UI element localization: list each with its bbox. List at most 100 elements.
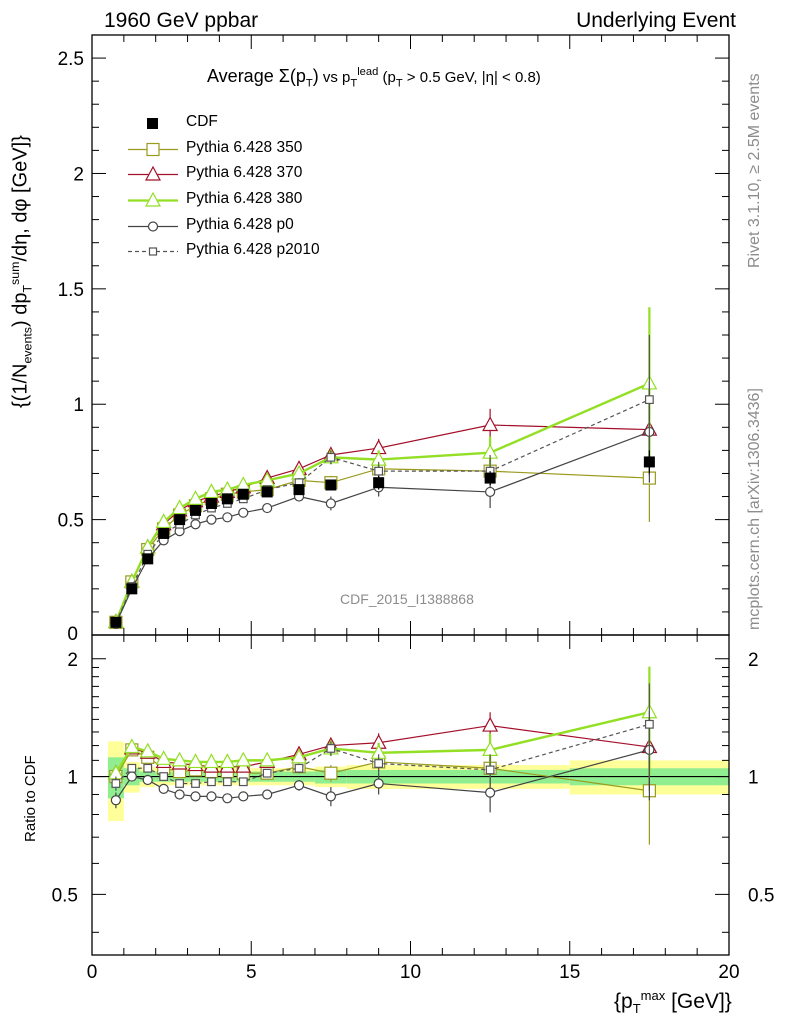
x-tick-label: 15 <box>559 962 580 983</box>
data-point-p0 <box>238 507 249 518</box>
data-point-p0 <box>325 498 336 509</box>
plot-title: Average Σ(pT) vs pTlead (pT > 0.5 GeV, |… <box>207 66 541 90</box>
data-point-p0 <box>110 795 121 806</box>
data-point-p2010 <box>294 763 304 773</box>
data-point-p2010 <box>644 719 654 729</box>
ratio-panel-series <box>107 666 658 845</box>
legend-label: CDF <box>186 113 218 130</box>
header-left: 1960 GeV ppbar <box>104 9 259 32</box>
legend-symbol-p380 <box>128 191 178 207</box>
data-point-cdf <box>293 484 305 496</box>
axis-ticks <box>91 34 730 955</box>
x-tick-label: 0 <box>87 962 98 983</box>
ratio-y-tick-label: 2 <box>67 650 78 671</box>
data-point-p0 <box>293 780 305 791</box>
data-point-p0 <box>206 514 217 525</box>
legend-symbol-p370 <box>128 166 178 181</box>
data-point-p0 <box>262 789 273 800</box>
legend-label: Pythia 6.428 p2010 <box>186 241 320 259</box>
x-tick-label: 20 <box>718 962 739 983</box>
legend-symbol-p2010 <box>128 247 178 257</box>
data-point-p380 <box>187 490 204 505</box>
ratio-y-tick-label-right: 1 <box>748 768 759 789</box>
series-line-p2010 <box>115 399 650 624</box>
ratio-y-tick-label: 1 <box>67 768 78 789</box>
data-point-p0 <box>190 791 201 802</box>
ratio-y-tick-label-right: 2 <box>748 650 759 671</box>
data-point-p2010 <box>262 768 272 778</box>
data-point-p380 <box>203 483 220 499</box>
legend-symbol-cdf <box>147 118 158 129</box>
legend-symbol-p0 <box>128 221 178 232</box>
data-point-p2010 <box>374 466 384 476</box>
data-point-cdf <box>110 616 122 628</box>
data-point-p2010 <box>175 779 184 788</box>
legend-label: Pythia 6.428 p0 <box>186 215 294 233</box>
legend-label: Pythia 6.428 350 <box>186 138 303 156</box>
data-point-p380 <box>219 753 236 769</box>
ratio-y-axis-title: Ratio to CDF <box>22 755 39 842</box>
data-point-p380 <box>291 748 308 764</box>
data-point-cdf <box>205 497 217 509</box>
data-point-p380 <box>203 753 220 769</box>
data-point-cdf <box>174 514 186 526</box>
y-tick-label: 2.5 <box>58 49 84 70</box>
data-point-p0 <box>262 502 273 514</box>
data-point-cdf <box>484 472 496 484</box>
data-point-cdf <box>190 504 202 516</box>
axis-tick-labels: 0 5 10 15 200.511.522.50.5 0.51 12 20 <box>52 49 775 983</box>
data-point-p2010 <box>485 765 495 775</box>
data-point-cdf <box>261 486 273 498</box>
data-point-p380 <box>155 750 172 765</box>
x-tick-label: 5 <box>246 962 257 983</box>
series-p2010 <box>111 683 654 791</box>
legend-label: Pythia 6.428 370 <box>186 164 303 182</box>
data-point-cdf <box>158 527 170 539</box>
data-point-p380 <box>171 499 188 515</box>
data-point-p2010 <box>191 779 200 788</box>
main-panel-series <box>107 307 658 630</box>
y-tick-label: 0.5 <box>58 511 84 532</box>
main-y-axis-title: {(1/Nevents) dpTsum/dη, dφ [GeV]} <box>8 135 35 408</box>
data-point-p380 <box>235 751 252 767</box>
data-point-p0 <box>485 486 496 498</box>
y-tick-label-zero: 0 <box>67 624 78 645</box>
data-point-cdf <box>237 488 249 500</box>
legend-symbol-p350 <box>128 142 178 156</box>
data-point-p350 <box>324 766 338 780</box>
data-point-p2010 <box>326 452 336 462</box>
mcplots-label: mcplots.cern.ch [arXiv:1306.3436] <box>746 388 763 630</box>
data-point-p0 <box>238 791 249 802</box>
data-point-cdf <box>643 456 655 468</box>
data-point-p0 <box>190 519 201 530</box>
data-point-p0 <box>222 512 233 523</box>
data-point-p2010 <box>127 763 137 773</box>
data-point-cdf <box>126 583 138 595</box>
y-tick-label: 2 <box>73 164 84 185</box>
data-point-p0 <box>373 778 384 789</box>
series-cdf <box>110 450 655 628</box>
header-right: Underlying Event <box>576 9 736 32</box>
data-point-p370 <box>482 716 499 732</box>
data-point-p2010 <box>644 395 654 405</box>
data-point-p380 <box>187 753 204 769</box>
data-point-cdf <box>325 479 337 491</box>
data-point-p380 <box>259 751 276 767</box>
data-point-p2010 <box>238 777 248 787</box>
data-point-cdf <box>373 477 385 489</box>
data-point-p2010 <box>222 777 232 787</box>
data-point-p0 <box>485 787 496 798</box>
data-point-p0 <box>174 789 185 800</box>
data-point-p2010 <box>374 759 384 768</box>
legend-label: Pythia 6.428 380 <box>186 190 303 208</box>
x-tick-label: 10 <box>400 962 421 983</box>
data-point-cdf <box>221 493 233 505</box>
data-point-p370 <box>482 416 499 432</box>
series-p380 <box>107 666 658 780</box>
y-tick-label: 1 <box>73 395 84 416</box>
rivet-label: Rivet 3.1.10, ≥ 2.5M events <box>746 73 763 268</box>
data-point-p2010 <box>207 777 216 787</box>
data-point-p0 <box>206 791 217 802</box>
data-point-p0 <box>142 774 153 786</box>
